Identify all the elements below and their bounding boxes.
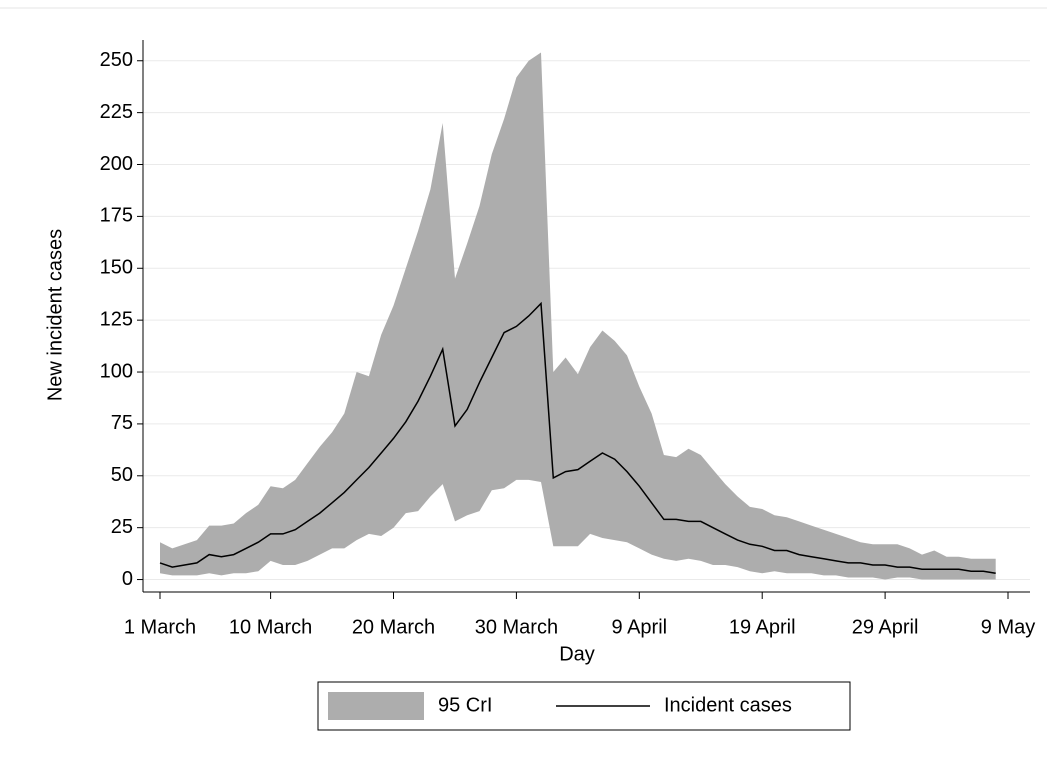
- y-tick-label: 175: [100, 205, 133, 227]
- x-tick-label: 9 May: [981, 616, 1035, 638]
- x-tick-label: 1 March: [124, 616, 196, 638]
- y-tick-label: 225: [100, 101, 133, 123]
- x-tick-label: 10 March: [229, 616, 312, 638]
- series-line: [159, 301, 996, 575]
- credible-band: [160, 52, 996, 580]
- y-tick-label: 250: [100, 49, 133, 71]
- legend-label: Incident cases: [664, 694, 792, 716]
- y-tick-label: 50: [111, 464, 133, 486]
- y-tick-label: 25: [111, 516, 133, 538]
- y-tick-label: 75: [111, 412, 133, 434]
- x-tick-label: 20 March: [352, 616, 435, 638]
- legend-label: 95 CrI: [438, 694, 492, 716]
- y-axis-label: New incident cases: [44, 229, 66, 401]
- y-tick-label: 0: [122, 568, 133, 590]
- y-tick-label: 200: [100, 153, 133, 175]
- x-tick-label: 19 April: [729, 616, 796, 638]
- legend-swatch: [328, 692, 424, 720]
- x-tick-label: 30 March: [475, 616, 558, 638]
- x-axis-label: Day: [559, 643, 595, 665]
- y-tick-label: 100: [100, 360, 133, 382]
- x-tick-label: 9 April: [612, 616, 668, 638]
- y-tick-label: 150: [100, 257, 133, 279]
- y-tick-label: 125: [100, 308, 133, 330]
- x-tick-label: 29 April: [852, 616, 919, 638]
